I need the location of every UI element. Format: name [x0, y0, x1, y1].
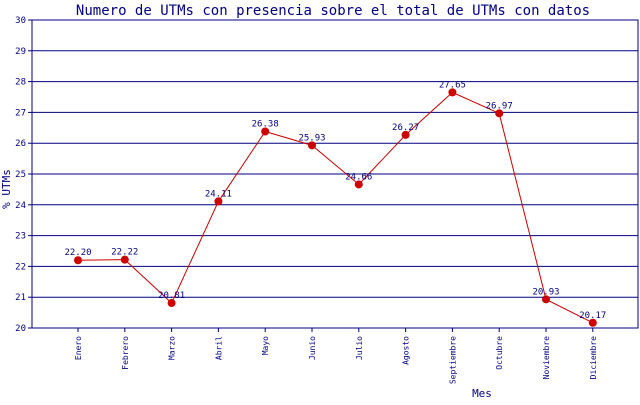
x-tick-label: Agosto [402, 336, 411, 365]
y-tick-label: 26 [15, 139, 26, 149]
y-tick-label: 30 [15, 16, 26, 26]
y-tick-label: 29 [15, 47, 26, 57]
y-tick-label: 20 [15, 324, 26, 334]
x-tick-label: Noviembre [542, 336, 551, 380]
y-tick-label: 22 [15, 262, 26, 272]
data-label: 24.66 [345, 172, 372, 182]
data-label: 26.38 [252, 119, 279, 129]
data-label: 20.81 [158, 291, 185, 301]
series-line-path [77, 91, 594, 324]
x-tick-label: Enero [74, 336, 83, 360]
x-tick-label: Febrero [121, 336, 130, 370]
data-point [74, 256, 82, 265]
y-tick-label: 28 [15, 78, 26, 88]
y-axis-title: % UTMs [0, 169, 13, 209]
y-tick-label: 23 [15, 232, 26, 242]
data-label: 22.20 [64, 248, 91, 258]
data-label: 27.65 [439, 80, 466, 90]
x-tick-label: Julio [355, 336, 364, 360]
data-point [120, 255, 129, 264]
x-axis-title: Mes [472, 387, 492, 400]
data-point [167, 299, 176, 308]
x-tick-label: Marzo [168, 336, 177, 360]
data-point [542, 295, 550, 304]
y-tick-label: 25 [15, 170, 26, 180]
x-tick-label: Mayo [261, 336, 270, 355]
x-tick-label: Diciembre [589, 336, 598, 380]
x-tick-label: Septiembre [448, 336, 457, 384]
y-tick-label: 27 [15, 108, 26, 118]
data-label: 22.22 [111, 248, 138, 258]
data-labels: 22.20 22.22 20.81 24.11 26.38 25.93 24.66 26.27… [64, 80, 606, 320]
data-label: 25.93 [298, 133, 325, 143]
x-tick-label: Octubre [495, 336, 504, 370]
data-point [214, 197, 223, 206]
series-line [77, 91, 594, 324]
data-point [401, 130, 410, 139]
chart-title: Numero de UTMs con presencia sobre el to… [76, 3, 590, 19]
data-label: 26.97 [486, 101, 513, 111]
y-tick-label: 21 [15, 293, 26, 303]
x-axis-ticks: Enero Febrero Marzo Abril Mayo Junio Julio Agos… [74, 328, 598, 384]
data-label: 24.11 [205, 189, 232, 199]
y-tick-label: 24 [15, 201, 26, 211]
data-label: 20.93 [532, 287, 559, 297]
series-markers [74, 88, 597, 327]
data-point [261, 127, 270, 136]
data-point [448, 88, 457, 97]
data-label: 20.17 [579, 311, 606, 321]
data-point [354, 180, 363, 189]
grid-lines [32, 50, 638, 298]
x-tick-label: Abril [214, 336, 223, 360]
x-tick-label: Junio [308, 336, 317, 360]
y-axis-ticks: 20 21 22 23 24 25 26 27 28 29 30 [15, 16, 32, 334]
data-point [588, 318, 597, 327]
data-point [495, 109, 504, 118]
data-label: 26.27 [392, 123, 419, 133]
data-point [308, 141, 316, 150]
